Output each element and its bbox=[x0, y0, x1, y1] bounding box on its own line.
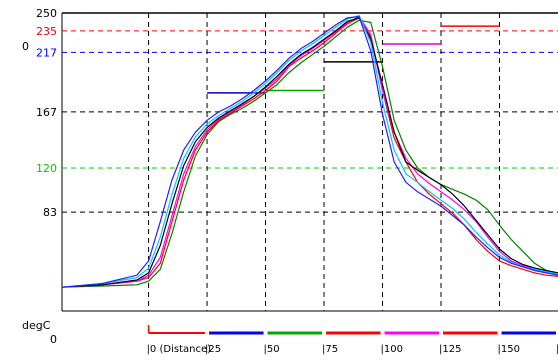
x-tick-label-1: |25 bbox=[205, 344, 221, 355]
axis-layer: degC 0 bbox=[22, 40, 51, 332]
y-tick-label-4: 120 bbox=[36, 162, 57, 175]
series-line-1 bbox=[61, 17, 558, 288]
series-line-2 bbox=[61, 16, 558, 288]
zone-bar-layer bbox=[147, 325, 556, 335]
x-tick-label-5: |125 bbox=[439, 344, 461, 355]
x-tick-label-4: |100 bbox=[381, 344, 403, 355]
series-layer bbox=[61, 14, 558, 288]
series-line-3 bbox=[61, 17, 558, 288]
y-axis-label: degC bbox=[22, 319, 51, 332]
x-tick-label-6: |150 bbox=[498, 344, 520, 355]
y-tick-label-1: 235 bbox=[36, 25, 57, 38]
x-tick-label-2: |50 bbox=[264, 344, 280, 355]
tick-label-layer: 250 235 217 167 120 83 0 |0 (Distance)|25 |50 |75… bbox=[36, 7, 558, 355]
x-tick-label-3: |75 bbox=[322, 344, 338, 355]
series-line-5 bbox=[61, 16, 558, 288]
series-line-4 bbox=[61, 14, 558, 288]
y-tick-label-2: 217 bbox=[36, 46, 57, 59]
y-tick-label-6: 0 bbox=[50, 333, 57, 346]
x-tick-label-7: |17 bbox=[556, 344, 558, 355]
x-tick-label-0: |0 (Distance) bbox=[147, 344, 212, 355]
y-tick-label-0: 250 bbox=[36, 7, 57, 20]
y-tick-label-3: 167 bbox=[36, 106, 57, 119]
y-tick-label-5: 83 bbox=[43, 206, 57, 219]
y-axis-extra-zero-label: 0 bbox=[22, 40, 29, 53]
series-line-0 bbox=[61, 19, 558, 288]
